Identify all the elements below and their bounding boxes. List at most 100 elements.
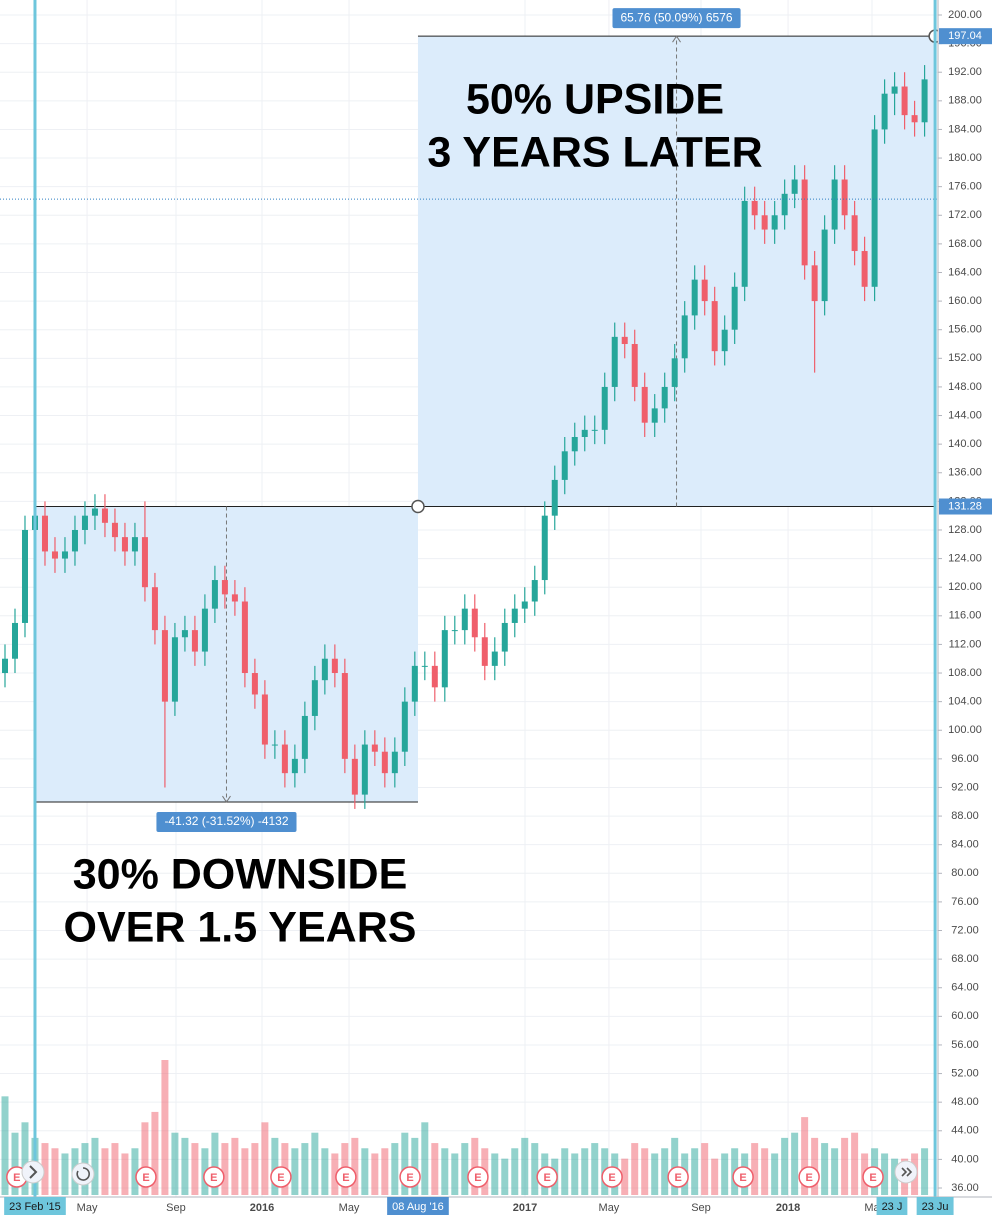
- candle-body: [251, 673, 258, 695]
- candle-body: [881, 93, 888, 130]
- measure-arrowhead: [222, 795, 231, 803]
- y-marker-label: 197.04: [948, 30, 982, 42]
- candle-body: [261, 694, 268, 745]
- earnings-marker: [601, 1166, 623, 1188]
- y-tick-label: 172.00: [948, 209, 982, 221]
- y-tick-label: 180.00: [948, 152, 982, 164]
- volume-bar: [651, 1153, 659, 1195]
- annotation: 50% UPSIDE: [466, 75, 724, 123]
- x-marker-box: [4, 1197, 66, 1215]
- candle-body: [561, 451, 568, 480]
- earnings-marker: [335, 1166, 357, 1188]
- x-marker-label: 23 Feb '15: [9, 1201, 61, 1213]
- volume-bar: [471, 1137, 479, 1195]
- volume-bar: [291, 1148, 299, 1195]
- candle-body: [621, 336, 628, 345]
- x-tick-label: Ma: [864, 1202, 880, 1214]
- volume-bar: [331, 1153, 339, 1195]
- volume-bar: [821, 1143, 829, 1195]
- candle-body: [811, 265, 818, 302]
- y-tick-label: 84.00: [951, 839, 979, 851]
- volume-bar: [241, 1148, 249, 1195]
- candle-body: [341, 673, 348, 759]
- volume-bar: [11, 1132, 19, 1195]
- measure-arrowhead: [672, 35, 681, 43]
- candle-body: [41, 515, 48, 552]
- y-marker-label: 131.28: [948, 500, 982, 512]
- earnings-label: E: [869, 1172, 876, 1184]
- earnings-marker: [798, 1166, 820, 1188]
- y-tick-label: 140.00: [948, 438, 982, 450]
- candle-body: [91, 508, 98, 516]
- candle-body: [111, 522, 118, 538]
- candle-body: [121, 537, 128, 552]
- candle-body: [11, 622, 18, 659]
- candle-body: [21, 529, 28, 623]
- y-tick-label: 104.00: [948, 696, 982, 708]
- candle-body: [751, 200, 758, 216]
- measure-label-bg: [156, 812, 297, 833]
- scroll-left-button[interactable]: [21, 1160, 45, 1184]
- volume-bar: [591, 1143, 599, 1195]
- candle-body: [1, 658, 8, 674]
- candle-body: [101, 508, 108, 523]
- x-marker-box: [387, 1197, 449, 1215]
- volume-bar: [361, 1148, 369, 1195]
- volume-bar: [311, 1132, 319, 1195]
- x-tick-label: Sep: [691, 1202, 711, 1214]
- measures: [34, 35, 936, 803]
- measure-label-text: -41.32 (-31.52%) -4132: [164, 814, 288, 828]
- candle-body: [201, 608, 208, 652]
- earnings-marker: [399, 1166, 421, 1188]
- y-tick-label: 128.00: [948, 524, 982, 536]
- volume-bar: [371, 1153, 379, 1195]
- candle-body: [231, 594, 238, 602]
- volume-bar: [801, 1117, 809, 1195]
- y-tick-label: 80.00: [951, 867, 979, 879]
- volume-bar: [761, 1148, 769, 1195]
- candle-body: [631, 344, 638, 387]
- volume-bar: [1, 1096, 9, 1195]
- candle-body: [661, 386, 668, 409]
- volume-bar: [271, 1137, 279, 1195]
- volume-bar: [851, 1132, 859, 1195]
- volume-bar: [101, 1148, 109, 1195]
- y-tick-label: 56.00: [951, 1039, 979, 1051]
- candle-body: [691, 279, 698, 316]
- candle-body: [571, 436, 578, 452]
- earnings-label: E: [474, 1172, 481, 1184]
- y-tick-label: 120.00: [948, 581, 982, 593]
- earnings-label: E: [543, 1172, 550, 1184]
- candle-body: [221, 580, 228, 595]
- earnings-label: E: [739, 1172, 746, 1184]
- y-tick-label: 88.00: [951, 810, 979, 822]
- x-tick-label: 2016: [250, 1202, 274, 1214]
- y-marker-box: [939, 498, 992, 515]
- x-tick-label: 2018: [776, 1202, 800, 1214]
- x-tick-label: May: [339, 1202, 360, 1214]
- annotation: OVER 1.5 YEARS: [64, 903, 417, 951]
- candle-body: [431, 665, 438, 688]
- volume-bar: [521, 1137, 529, 1195]
- volume-bar: [121, 1153, 129, 1195]
- candle-body: [511, 608, 518, 623]
- x-axis-bg: [0, 1197, 992, 1215]
- candle-body: [851, 215, 858, 252]
- y-tick-label: 160.00: [948, 295, 982, 307]
- candle-body: [921, 79, 928, 123]
- candle-body: [841, 179, 848, 216]
- volume-bar: [641, 1148, 649, 1195]
- volume-bar: [301, 1143, 309, 1195]
- measure-label-bg: [612, 8, 741, 29]
- y-tick-label: 60.00: [951, 1010, 979, 1022]
- measure-handle: [411, 499, 425, 514]
- volume-bar: [351, 1137, 359, 1195]
- volume-bar: [221, 1143, 229, 1195]
- volume-bar: [141, 1122, 149, 1195]
- candle-body: [781, 193, 788, 216]
- measure-label: 65.76 (50.09%) 6576: [612, 8, 741, 29]
- reset-button[interactable]: [71, 1162, 95, 1186]
- earnings-label: E: [342, 1172, 349, 1184]
- volume-bar: [461, 1143, 469, 1195]
